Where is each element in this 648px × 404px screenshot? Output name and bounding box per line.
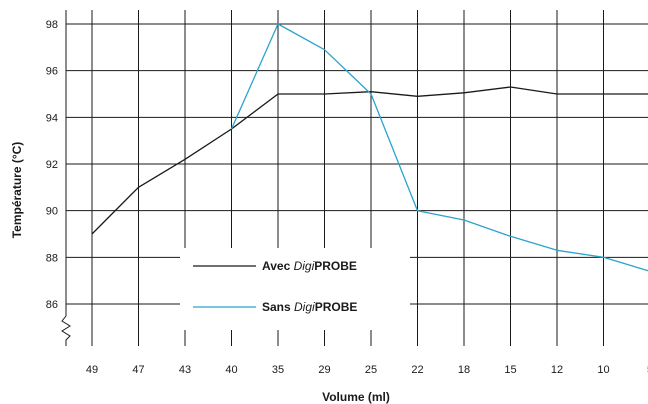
legend-label-avec: Avec DigiPROBE — [262, 259, 357, 273]
x-tick-label: 47 — [132, 364, 144, 376]
x-tick-label: 29 — [318, 364, 330, 376]
y-tick-label: 98 — [46, 19, 58, 31]
x-tick-label: 22 — [411, 364, 423, 376]
y-tick-label: 88 — [46, 252, 58, 264]
x-tick-label: 12 — [551, 364, 563, 376]
legend: Avec DigiPROBE Sans DigiPROBE — [180, 248, 410, 330]
x-tick-label: 35 — [272, 364, 284, 376]
x-tick-label: 43 — [179, 364, 191, 376]
legend-background — [180, 248, 410, 330]
y-tick-label: 94 — [46, 112, 58, 124]
vertical-gridlines — [91, 10, 604, 346]
x-tick-label: 25 — [365, 364, 377, 376]
y-axis-ticks: 98 96 94 92 90 88 86 — [46, 19, 58, 311]
x-axis-label: Volume (ml) — [322, 390, 390, 404]
y-axis-label: Température (°C) — [10, 142, 24, 239]
y-tick-label: 90 — [46, 206, 58, 218]
x-tick-label: 18 — [458, 364, 470, 376]
x-tick-label: 5 — [647, 364, 648, 376]
series-line-avec — [91, 86, 648, 235]
x-tick-label: 40 — [225, 364, 237, 376]
x-tick-label: 10 — [597, 364, 609, 376]
y-tick-label: 96 — [46, 66, 58, 78]
y-axis-break-icon — [61, 10, 71, 346]
x-axis-ticks: 49 47 43 40 35 29 25 22 18 15 12 10 5 — [86, 364, 648, 376]
x-tick-label: 49 — [86, 364, 98, 376]
legend-label-sans: Sans DigiPROBE — [262, 300, 357, 314]
y-tick-label: 92 — [46, 159, 58, 171]
x-tick-label: 15 — [504, 364, 516, 376]
series-lines — [91, 23, 648, 272]
y-tick-label: 86 — [46, 299, 58, 311]
series-line-sans — [230, 23, 648, 272]
